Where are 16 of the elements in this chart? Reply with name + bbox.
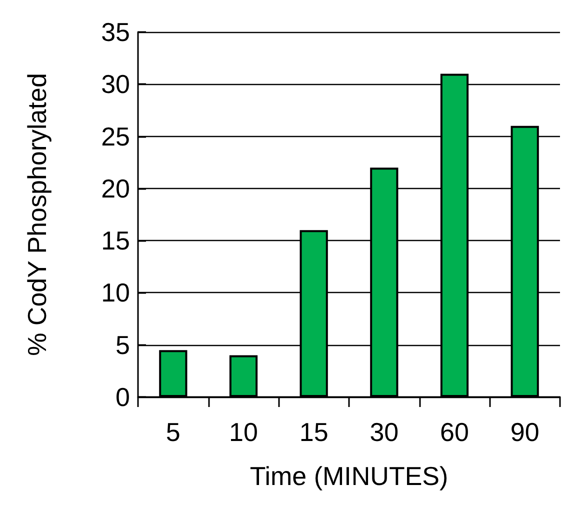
y-axis-title: % CodY Phosphorylated: [22, 73, 52, 356]
y-tick-label: 15: [101, 226, 130, 256]
x-tick-label: 15: [299, 417, 328, 447]
y-tick-label: 25: [101, 121, 130, 152]
x-tick-label: 90: [510, 417, 540, 447]
x-axis-title: Time (MINUTES): [250, 461, 448, 491]
x-tick-label: 5: [166, 417, 180, 447]
x-tick-label: 60: [440, 417, 469, 447]
y-tick-label: 0: [116, 382, 130, 412]
y-tick-label: 5: [116, 330, 130, 360]
y-tick-label: 10: [101, 278, 130, 308]
y-tick-label: 35: [101, 17, 130, 47]
x-tick-label: 10: [229, 417, 258, 447]
y-tick-label: 30: [101, 69, 130, 100]
y-tick-label: 20: [101, 173, 130, 204]
x-tick-label: 30: [370, 417, 399, 447]
